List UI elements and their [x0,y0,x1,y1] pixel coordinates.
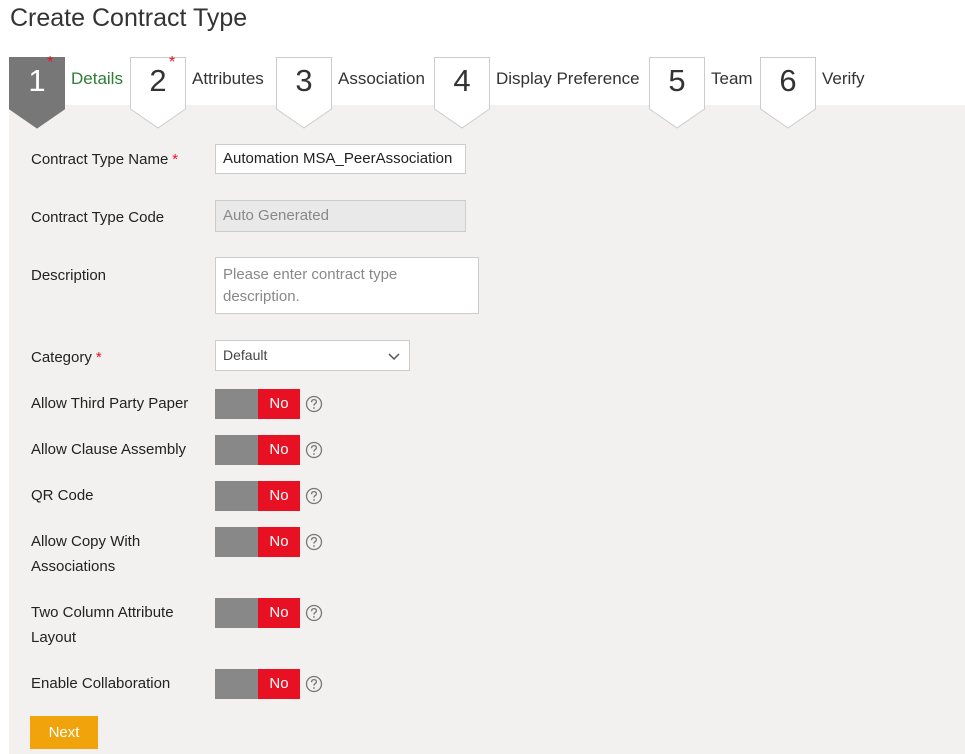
step-badge[interactable]: 1 * [9,54,65,129]
step-number: 3 [295,63,313,98]
toggle-switch[interactable]: No [215,435,300,465]
step-label: Details [71,69,123,88]
toggle-state: No [258,389,300,419]
step-number: 2 [149,63,167,98]
field-label: Description [31,267,107,284]
name-input[interactable]: Automation MSA_PeerAssociation [215,144,466,174]
toggle-track [215,669,258,699]
help-glyph [310,678,318,686]
badge-shape [130,57,186,129]
badge-shape [760,57,816,129]
step-label: Display Preference [496,69,640,88]
badge-shape [649,57,705,129]
required-mark: * [172,151,179,168]
help-glyph [310,607,318,615]
help-dot [313,616,315,618]
toggle-switch[interactable]: No [215,527,300,557]
toggle-track [215,527,258,557]
toggle-track [215,435,258,465]
help-glyph [310,536,318,544]
badge-shape [276,57,332,129]
help-icon[interactable] [305,395,323,413]
help-icon[interactable] [305,604,323,622]
toggle-label: Allow Clause Assembly [31,441,187,458]
toggle-state: No [258,481,300,511]
help-glyph [310,444,318,452]
toggle-label: Two Column Attribute Layout [31,604,174,646]
step-badge[interactable]: 6 [760,57,816,129]
toggle-track [215,481,258,511]
label-text: Category [31,349,92,366]
required-mark: * [169,54,176,71]
required-mark: * [95,349,102,366]
category-select[interactable]: Default [215,340,410,371]
help-glyph [310,398,318,406]
field-label: Category * [31,345,203,370]
toggle-label: Allow Copy With Associations [31,533,141,575]
toggle-switch[interactable]: No [215,598,300,628]
badge-body [760,57,816,129]
help-icon[interactable] [305,441,323,459]
badge-shape [9,57,65,129]
badge-shape [434,57,490,129]
help-circle [305,533,323,551]
step-number: 4 [453,63,471,98]
toggle-switch[interactable]: No [215,669,300,699]
toggle-state: No [258,527,300,557]
step-label: Verify [822,69,865,88]
form-panel [9,105,965,754]
code-input: Auto Generated [215,200,466,232]
step-badge[interactable]: 5 [649,57,705,129]
step-badge[interactable]: 4 [434,57,490,129]
step-label: Attributes [192,69,264,88]
help-icon[interactable] [305,675,323,693]
badge-body [9,57,65,129]
badge-body [276,57,332,129]
select-value: Default [223,347,268,363]
description-input[interactable]: Please enter contract type description. [215,257,479,314]
step-number: 5 [668,63,686,98]
help-icon[interactable] [305,487,323,505]
help-dot [313,453,315,455]
help-dot [313,407,315,409]
required-mark: * [47,54,54,71]
help-circle [305,487,323,505]
step-label: Association [338,69,425,88]
toggle-track [215,598,258,628]
toggle-label: Allow Third Party Paper [31,395,189,412]
toggle-state: No [258,669,300,699]
field-label: Contract Type Name * [31,147,203,172]
toggle-switch[interactable]: No [215,481,300,511]
toggle-switch[interactable]: No [215,389,300,419]
step-number: 1 [28,63,46,98]
help-dot [313,499,315,501]
toggle-label: QR Code [31,487,94,504]
badge-body [130,57,186,129]
help-glyph [310,490,318,498]
next-button[interactable]: Next [30,716,98,749]
step-badge[interactable]: 3 [276,57,332,129]
help-icon[interactable] [305,533,323,551]
page-title: Create Contract Type [10,4,248,32]
badge-body [434,57,490,129]
label-text: Contract Type Name [31,151,169,168]
step-number: 6 [779,63,797,98]
step-label: Team [711,69,753,88]
help-circle [305,604,323,622]
toggle-label: Enable Collaboration [31,675,171,692]
help-circle [305,395,323,413]
chevron-icon [388,353,400,361]
help-circle [305,441,323,459]
toggle-state: No [258,598,300,628]
help-dot [313,545,315,547]
toggle-track [215,389,258,419]
field-label: Contract Type Code [31,209,165,226]
toggle-state: No [258,435,300,465]
help-circle [305,675,323,693]
step-badge[interactable]: 2 * [130,54,186,129]
help-dot [313,687,315,689]
badge-body [649,57,705,129]
